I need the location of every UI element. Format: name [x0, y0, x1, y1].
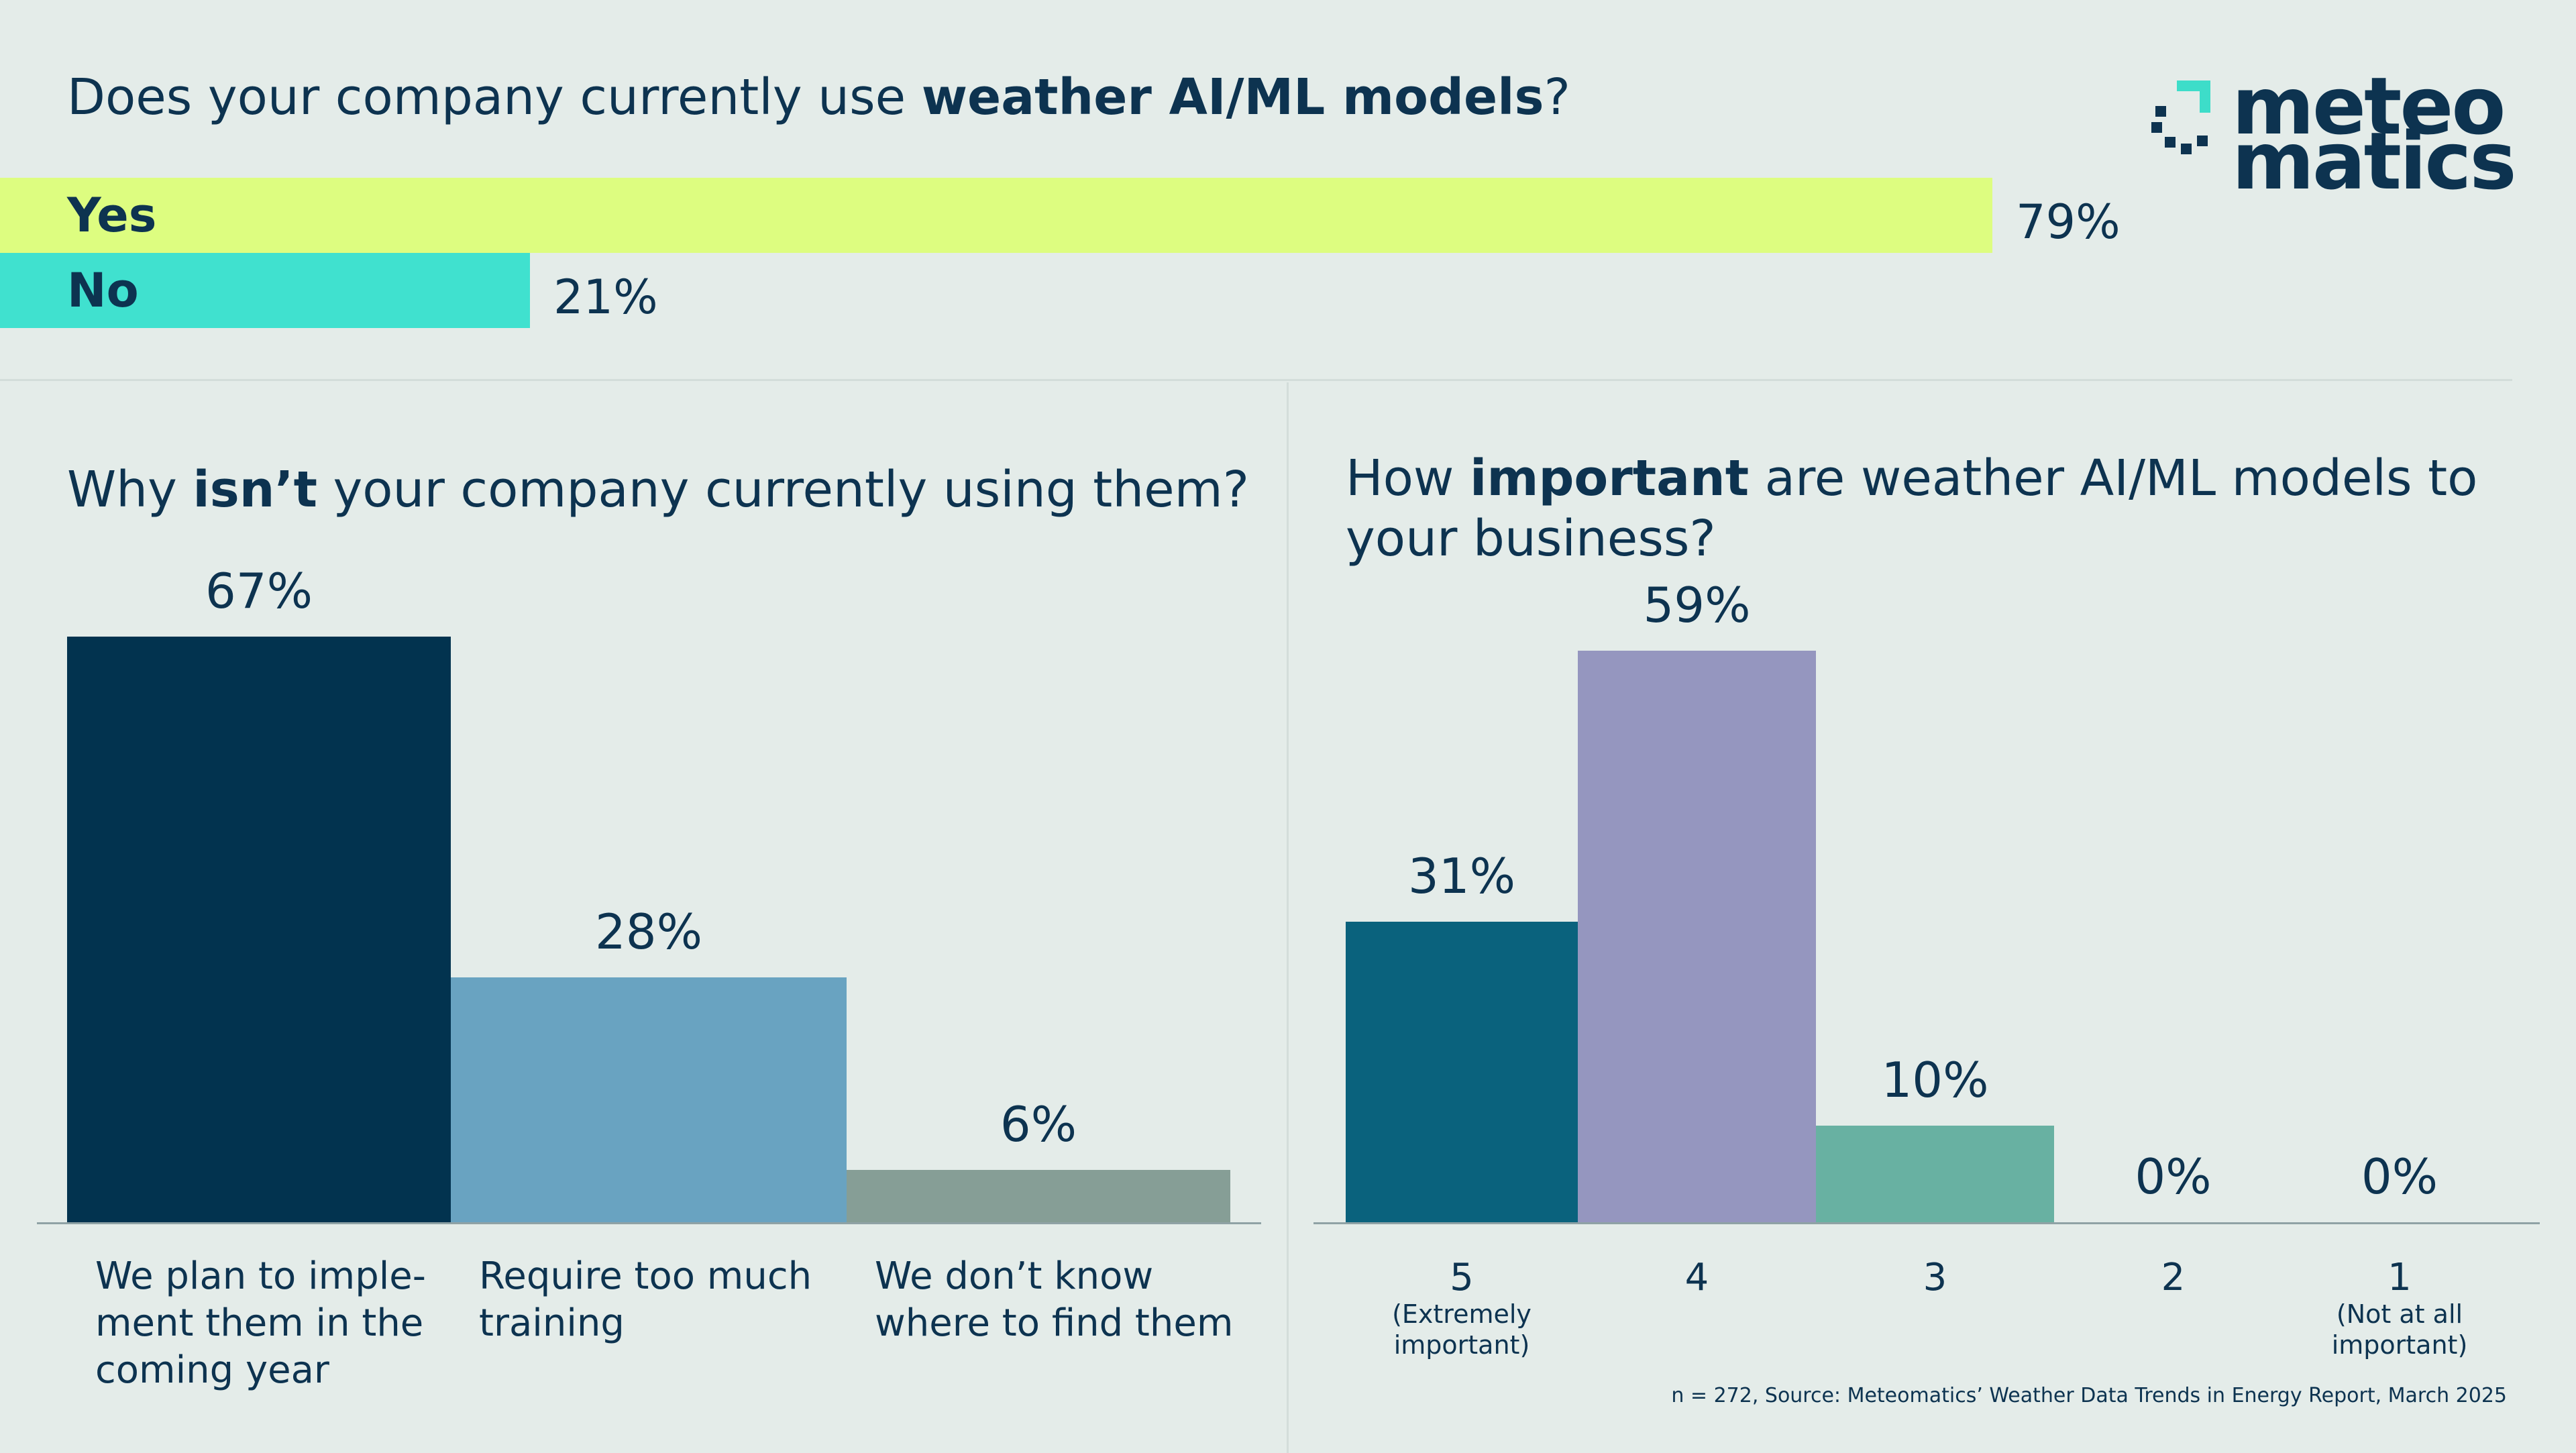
chart3-cat4-category-label: 2: [2161, 1256, 2186, 1299]
chart3-title-part1: How: [1346, 449, 1470, 507]
chart3-title-part3: are weather AI/ML models to: [1749, 449, 2478, 507]
bar-yes: [0, 178, 1992, 253]
bar-yes-value: 79%: [2016, 195, 2121, 250]
chart3-baseline: [1313, 1222, 2540, 1224]
chart3-cat2-bar: [1578, 651, 1816, 1222]
chart3-title-line2: your business?: [1346, 510, 1716, 568]
logo-text-line2: matics: [2232, 115, 2517, 207]
chart3-cat1-category-note: (Extremely important): [1392, 1299, 1532, 1360]
chart2-cat2-bar: [451, 977, 847, 1222]
chart3-cat4-value-label: 0%: [2135, 1148, 2212, 1205]
bar-no: [0, 253, 530, 328]
chart2-cat1-value-label: 67%: [205, 563, 313, 619]
meteomatics-logo: meteo matics: [2150, 60, 2517, 207]
chart3-cat1-category-label: 5: [1450, 1256, 1474, 1299]
chart3-cat2-value-label: 59%: [1643, 577, 1751, 633]
chart3-cat5-value-label: 0%: [2361, 1148, 2438, 1205]
chart2-cat3-category-label: We don’t know where to find them: [875, 1254, 1234, 1345]
chart3-cat5-category-note: (Not at all important): [2331, 1299, 2468, 1360]
chart2-cat1-category-label: We plan to imple- ment them in the comin…: [95, 1254, 426, 1392]
section-divider-vertical: [1287, 382, 1289, 1453]
chart3-cat1-bar: [1346, 922, 1578, 1222]
chart2-title-bold: isn’t: [193, 461, 317, 519]
chart1-title: Does your company currently use weather …: [67, 67, 1570, 127]
chart3-title: How important are weather AI/ML models t…: [1346, 448, 2477, 508]
chart3-cat3-category-label: 3: [1923, 1256, 1947, 1299]
chart3-cat3-value-label: 10%: [1881, 1052, 1989, 1108]
bar-yes-label: Yes: [67, 188, 157, 243]
chart2-cat1-bar: [67, 637, 451, 1222]
chart2-cat3-value-label: 6%: [1000, 1096, 1077, 1152]
bar-no-label: No: [67, 263, 139, 318]
chart3-cat2-category-label: 4: [1684, 1256, 1709, 1299]
chart3-cat5-category-label: 1: [2387, 1256, 2412, 1299]
bar-no-value: 21%: [553, 270, 658, 325]
logo-text-line1: meteo: [2232, 60, 2506, 152]
chart2-cat2-value-label: 28%: [594, 904, 703, 960]
source-footnote: n = 272, Source: Meteomatics’ Weather Da…: [1671, 1384, 2507, 1407]
chart2-title-part3: your company currently using them?: [317, 461, 1250, 519]
logo-mark-icon: [2151, 80, 2210, 154]
chart1-title-part3: ?: [1544, 68, 1570, 126]
chart1-title-part1: Does your company currently use: [67, 68, 922, 126]
chart1-title-bold: weather AI/ML models: [921, 68, 1544, 126]
chart2-cat3-bar: [847, 1170, 1230, 1222]
chart3-cat3-bar: [1816, 1126, 2054, 1222]
chart2-cat2-category-label: Require too much training: [479, 1254, 812, 1345]
section-divider-horizontal: [0, 379, 2512, 381]
chart2-baseline: [37, 1222, 1261, 1224]
chart2-title: Why isn’t your company currently using t…: [67, 460, 1249, 520]
chart2-title-part1: Why: [67, 461, 193, 519]
chart3-title-bold: important: [1469, 449, 1750, 507]
chart3-cat1-value-label: 31%: [1407, 848, 1516, 904]
